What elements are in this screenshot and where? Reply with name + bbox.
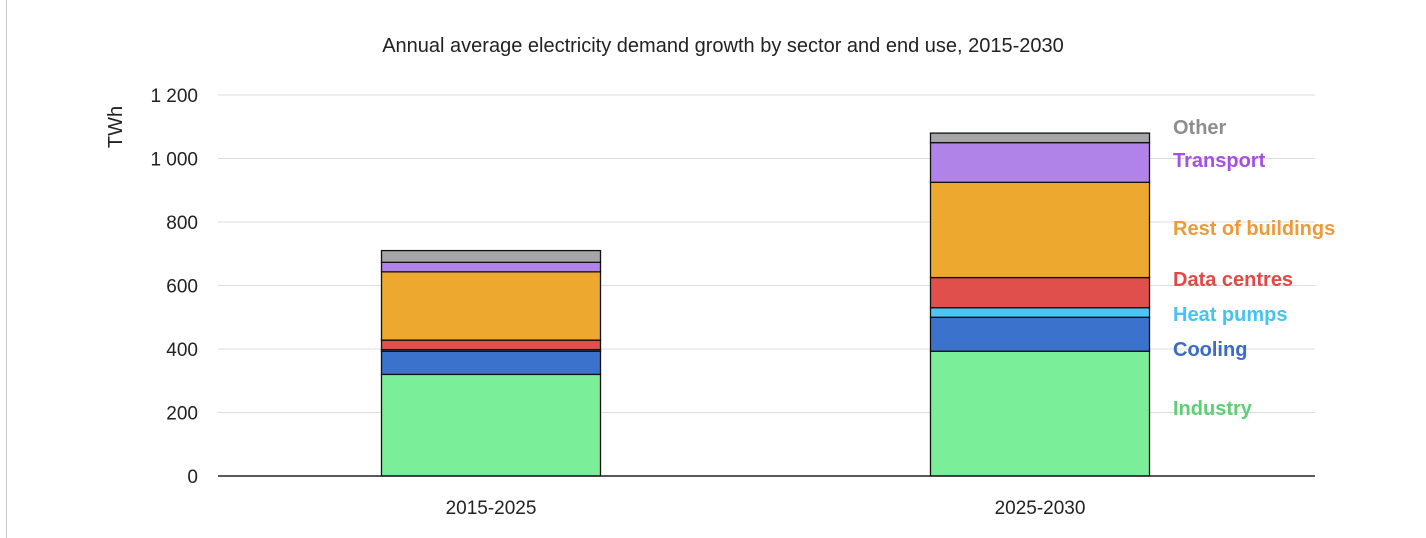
- chart-title: Annual average electricity demand growth…: [382, 35, 1064, 57]
- bar-segment-industry: [380, 373, 602, 477]
- series-label-rest-of-buildings: Rest of buildings: [1173, 218, 1335, 240]
- bar-segment-industry: [929, 350, 1151, 477]
- y-tick-label: 800: [166, 213, 198, 234]
- bar-segment-transport: [380, 261, 602, 273]
- bar-segment-other: [380, 249, 602, 263]
- y-tick-label: 400: [166, 340, 198, 361]
- bar-segment-rest-of-buildings: [929, 181, 1151, 279]
- y-axis-ticks: 0 200 400 600 800 1 000 1 200: [150, 86, 198, 488]
- bar-segment-other: [929, 132, 1151, 144]
- bar-segment-transport: [929, 141, 1151, 183]
- series-label-cooling: Cooling: [1173, 339, 1247, 361]
- y-tick-label: 200: [166, 404, 198, 425]
- bar-segment-data-centres: [929, 276, 1151, 309]
- series-label-other: Other: [1173, 117, 1227, 139]
- bar-segment-heat-pumps: [929, 307, 1151, 318]
- series-label-industry: Industry: [1173, 398, 1253, 420]
- series-label-heat-pumps: Heat pumps: [1173, 304, 1287, 326]
- x-tick-label: 2025-2030: [995, 498, 1086, 519]
- series-labels: Industry Cooling Heat pumps Data centres Res…: [1173, 117, 1335, 420]
- series-label-data-centres: Data centres: [1173, 269, 1293, 291]
- frame-left-border: [6, 0, 7, 538]
- bar-segment-rest-of-buildings: [380, 271, 602, 341]
- y-axis-label: TWh: [105, 106, 127, 148]
- y-tick-label: 600: [166, 277, 198, 298]
- y-tick-label: 0: [187, 467, 198, 488]
- bar-segment-cooling: [929, 316, 1151, 352]
- bar-segment-cooling: [380, 350, 602, 376]
- x-axis: 2015-2025 2025-2030: [218, 475, 1315, 519]
- bars: [380, 132, 1151, 477]
- series-label-transport: Transport: [1173, 150, 1266, 172]
- y-tick-label: 1 200: [150, 86, 198, 107]
- y-tick-label: 1 000: [150, 150, 198, 171]
- bar-segment-data-centres: [380, 339, 602, 351]
- x-tick-label: 2015-2025: [446, 498, 537, 519]
